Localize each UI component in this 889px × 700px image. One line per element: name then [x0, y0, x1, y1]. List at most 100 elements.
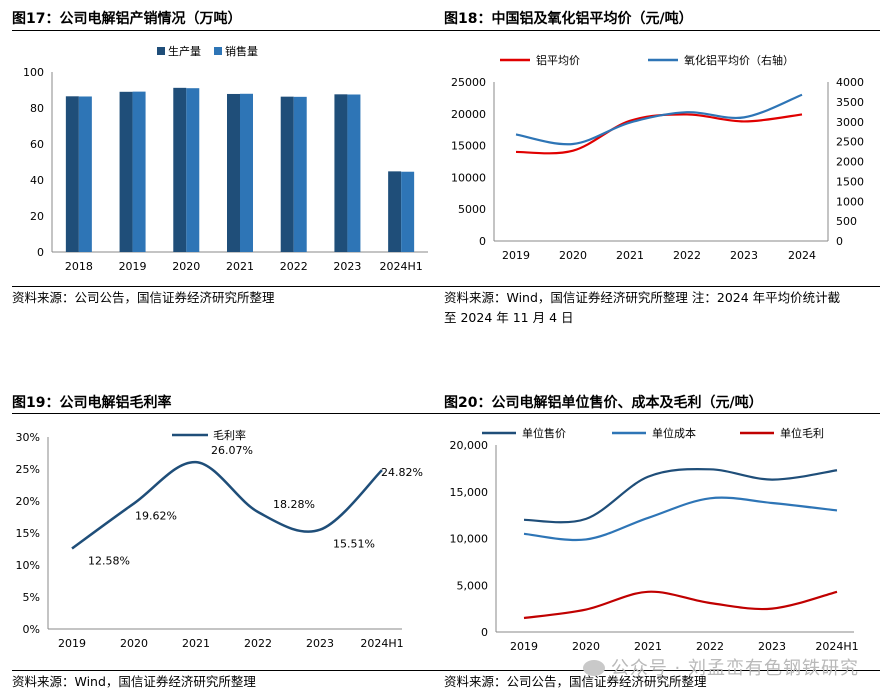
- y-tick-label-2: 10%: [16, 559, 40, 572]
- x-tick-label-0: 2018: [65, 260, 93, 273]
- legend-swatch-0: [157, 47, 165, 55]
- y-tick-label-2: 40: [30, 174, 44, 187]
- data-label-2023: 15.51%: [333, 538, 375, 551]
- legend-label-0: 单位售价: [522, 426, 566, 440]
- bar-production-2019: [119, 91, 133, 252]
- line-gross-margin: [71, 460, 383, 550]
- y-tick-label-1: 20: [30, 210, 44, 223]
- title-rule-17: [12, 30, 448, 31]
- y2-tick-label-2: 1000: [836, 195, 864, 208]
- bar-sales-2024H1: [401, 171, 415, 252]
- source-20: 资料来源：公司公告，国信证券经济研究所整理: [444, 674, 707, 689]
- y-tick-label-2: 10,000: [450, 533, 489, 546]
- x-tick-label-2: 2020: [172, 260, 200, 273]
- bar-sales-2021: [240, 93, 253, 252]
- wechat-icon: [582, 660, 605, 676]
- y2-tick-label-6: 3000: [836, 116, 864, 129]
- title-rule-18: [444, 30, 880, 31]
- y-tick-label-2: 10000: [451, 171, 486, 184]
- y-tick-label-1: 5,000: [457, 579, 489, 592]
- y-tick-label-4: 20,000: [450, 439, 489, 452]
- legend-label-0: 毛利率: [213, 428, 246, 442]
- y-tick-label-4: 20%: [16, 495, 40, 508]
- x-tick-label-4: 2023: [306, 637, 334, 650]
- x-tick-label-6: 2024H1: [380, 260, 423, 273]
- y-tick-label-6: 30%: [16, 431, 40, 444]
- x-tick-label-4: 2023: [758, 640, 786, 653]
- x-tick-label-1: 2020: [572, 640, 600, 653]
- x-tick-label-4: 2023: [730, 249, 758, 262]
- x-tick-label-3: 2021: [226, 260, 254, 273]
- x-tick-label-0: 2019: [502, 249, 530, 262]
- bar-production-2024H1: [388, 171, 402, 252]
- x-tick-label-5: 2024H1: [360, 637, 403, 650]
- y-tick-label-5: 25000: [451, 76, 486, 89]
- line-alumina-price: [515, 93, 803, 146]
- figure-title-18: 图18：中国铝及氧化铝平均价（元/吨）: [444, 11, 693, 27]
- chart-panel-19: 图19：公司电解铝毛利率 0% 5% 10% 15% 20% 25% 30% 12.58% 19…: [12, 388, 448, 700]
- chart-panel-20: 图20：公司电解铝单位售价、成本及毛利（元/吨） 0 5,000 10,000 15,…: [444, 388, 880, 700]
- figure-title-19: 图19：公司电解铝毛利率: [12, 395, 172, 411]
- y-tick-label-1: 5000: [458, 203, 486, 216]
- line-chart-19: 0% 5% 10% 15% 20% 25% 30% 12.58% 19.62% 26.07% 18.…: [16, 428, 423, 650]
- bar-chart-17: 0 20 40 60 80 100 2018 2019 2020 2021 2022 2023 2024…: [23, 44, 428, 273]
- y-tick-label-0: 0: [481, 626, 488, 639]
- x-tick-label-4: 2022: [280, 260, 308, 273]
- legend-swatch-1: [214, 47, 222, 55]
- x-tick-label-5: 2024: [788, 249, 816, 262]
- y2-tick-label-7: 3500: [836, 96, 864, 109]
- x-tick-label-1: 2020: [559, 249, 587, 262]
- line-chart-20: 0 5,000 10,000 15,000 20,000 2019 2020 2021 2022…: [450, 426, 859, 653]
- y-tick-label-3: 60: [30, 138, 44, 151]
- y2-tick-label-8: 4000: [836, 76, 864, 89]
- legend-label-1: 氧化铝平均价（右轴）: [684, 53, 794, 67]
- x-tick-label-0: 2019: [510, 640, 538, 653]
- y-tick-label-4: 20000: [451, 108, 486, 121]
- data-label-2020: 19.62%: [135, 509, 177, 522]
- x-tick-label-1: 2020: [120, 637, 148, 650]
- bar-production-2020: [173, 87, 187, 252]
- watermark-text: 公众号 · 刘孟峦有色钢铁研究: [610, 658, 859, 679]
- bar-sales-2018: [78, 96, 92, 252]
- line-unit-price: [523, 468, 838, 524]
- source-17: 资料来源：公司公告，国信证券经济研究所整理: [12, 290, 275, 305]
- y2-tick-label-1: 500: [836, 215, 857, 228]
- data-label-2019: 12.58%: [88, 554, 130, 567]
- y-tick-label-5: 25%: [16, 463, 40, 476]
- line-unit-profit: [523, 590, 838, 620]
- bar-sales-2019: [132, 91, 146, 252]
- legend-label-0: 铝平均价: [536, 53, 580, 67]
- source-19: 资料来源：Wind，国信证券经济研究所整理: [12, 674, 256, 689]
- figure-title-17: 图17：公司电解铝产销情况（万吨）: [12, 11, 242, 27]
- figure-title-20: 图20：公司电解铝单位售价、成本及毛利（元/吨）: [444, 395, 763, 411]
- source-18-line2: 至 2024 年 11 月 4 日: [444, 310, 574, 325]
- chart-panel-17: 图17：公司电解铝产销情况（万吨） 0 20 40 60 80 100 2018 2019 20…: [12, 0, 448, 320]
- y-tick-label-5: 100: [23, 66, 44, 79]
- x-tick-label-3: 2022: [696, 640, 724, 653]
- legend-label-2: 单位毛利: [780, 426, 824, 440]
- x-tick-label-5: 2024H1: [815, 640, 858, 653]
- y2-tick-label-4: 2000: [836, 156, 864, 169]
- x-tick-label-1: 2019: [119, 260, 147, 273]
- x-tick-label-0: 2019: [58, 637, 86, 650]
- source-rule-17: [12, 286, 448, 287]
- y-tick-label-3: 15%: [16, 527, 40, 540]
- x-tick-label-5: 2023: [333, 260, 361, 273]
- line-chart-18: 0 5000 10000 15000 20000 25000 0 500 1000 1500 200…: [451, 53, 864, 262]
- y-tick-label-3: 15000: [451, 140, 486, 153]
- y-tick-label-0: 0%: [23, 623, 40, 636]
- y-tick-label-4: 80: [30, 102, 44, 115]
- line-unit-cost: [523, 496, 838, 542]
- bar-production-2021: [227, 93, 240, 253]
- y-tick-label-3: 15,000: [450, 486, 489, 499]
- x-tick-label-2: 2021: [634, 640, 662, 653]
- y-tick-label-1: 5%: [23, 591, 40, 604]
- source-rule-19: [12, 670, 448, 671]
- source-rule-20: [444, 670, 880, 671]
- chart-panel-18: 图18：中国铝及氧化铝平均价（元/吨） 0 5000 10000 15000 20000…: [444, 0, 880, 330]
- legend-label-1: 销售量: [225, 44, 258, 58]
- x-tick-label-2: 2021: [616, 249, 644, 262]
- data-label-2024H1: 24.82%: [381, 466, 423, 479]
- source-rule-18: [444, 286, 880, 287]
- source-18-line1: 资料来源：Wind，国信证券经济研究所整理 注：2024 年平均价统计截: [444, 290, 841, 305]
